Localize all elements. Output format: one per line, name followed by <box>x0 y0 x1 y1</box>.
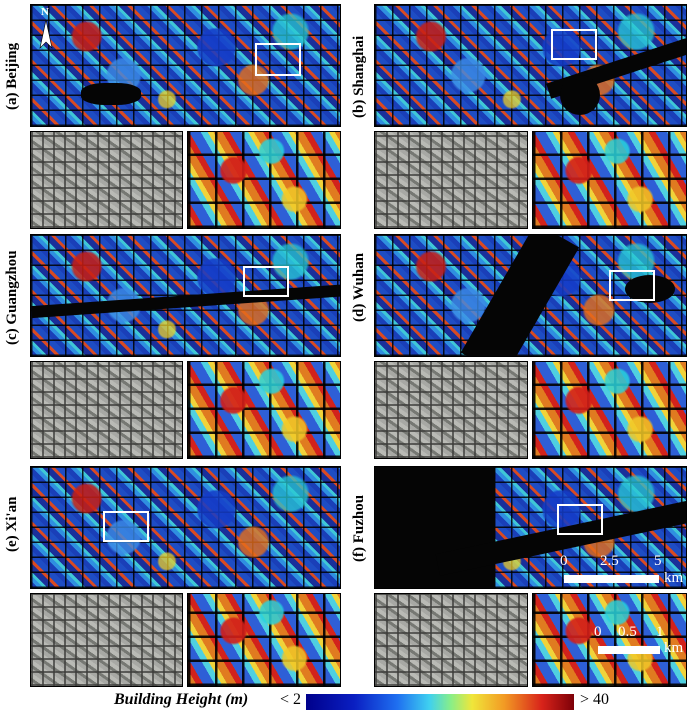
zoom-region-box <box>255 43 301 76</box>
north-arrow-icon <box>39 19 53 49</box>
north-label: N <box>41 6 49 18</box>
height-inset-fuzhou <box>532 593 687 687</box>
scale-bar-inset <box>598 646 660 654</box>
zoom-region-box <box>557 504 603 535</box>
height-map-guangzhou <box>30 234 341 357</box>
panel-label-guangzhou: (c) Guangzhou <box>4 250 20 345</box>
scale-bar-main <box>564 575 659 583</box>
panel-label-fuzhou: (f) Fuzhou <box>351 494 367 562</box>
legend-title: Building Height (m) <box>114 691 249 708</box>
scale-tick: 5 <box>654 553 662 569</box>
river <box>460 235 580 356</box>
panel-label-beijing: (a) Beijing <box>4 42 20 110</box>
height-map-shanghai <box>374 4 687 127</box>
zoom-region-box <box>243 266 289 297</box>
height-inset-shanghai <box>532 131 687 229</box>
legend-min-label: < 2 <box>280 691 302 708</box>
satellite-inset-fuzhou <box>374 593 528 687</box>
height-inset-guangzhou <box>187 361 341 459</box>
scale-unit: km <box>664 640 684 656</box>
height-inset-wuhan <box>532 361 687 459</box>
height-map-fuzhou <box>374 466 687 589</box>
scale-tick: 0.5 <box>618 624 637 640</box>
zoom-region-box <box>103 511 149 542</box>
satellite-inset-beijing <box>30 131 183 229</box>
scale-tick: 0 <box>560 553 568 569</box>
zoom-region-box <box>551 29 597 60</box>
panel-label-shanghai: (b) Shanghai <box>351 35 367 118</box>
panel-label-xian: (e) Xi'an <box>4 496 20 552</box>
height-inset-beijing <box>187 131 341 229</box>
lake <box>625 275 675 303</box>
legend-max-label: > 40 <box>580 691 610 708</box>
height-map-beijing <box>30 4 341 127</box>
satellite-inset-shanghai <box>374 131 528 229</box>
zoom-region-box <box>609 270 655 301</box>
legend-colorbar <box>306 694 574 710</box>
scale-unit: km <box>664 570 684 586</box>
water-body <box>81 83 141 105</box>
scale-tick: 1 <box>656 624 664 640</box>
height-map-xian <box>30 466 341 589</box>
scale-tick: 2.5 <box>600 553 619 569</box>
water-body <box>375 467 495 588</box>
height-map-wuhan <box>374 234 687 357</box>
height-inset-xian <box>187 593 341 687</box>
river <box>560 75 600 115</box>
panel-label-wuhan: (d) Wuhan <box>351 252 367 322</box>
scale-tick: 0 <box>594 624 602 640</box>
satellite-inset-wuhan <box>374 361 528 459</box>
river <box>31 283 340 319</box>
satellite-inset-guangzhou <box>30 361 183 459</box>
satellite-inset-xian <box>30 593 183 687</box>
